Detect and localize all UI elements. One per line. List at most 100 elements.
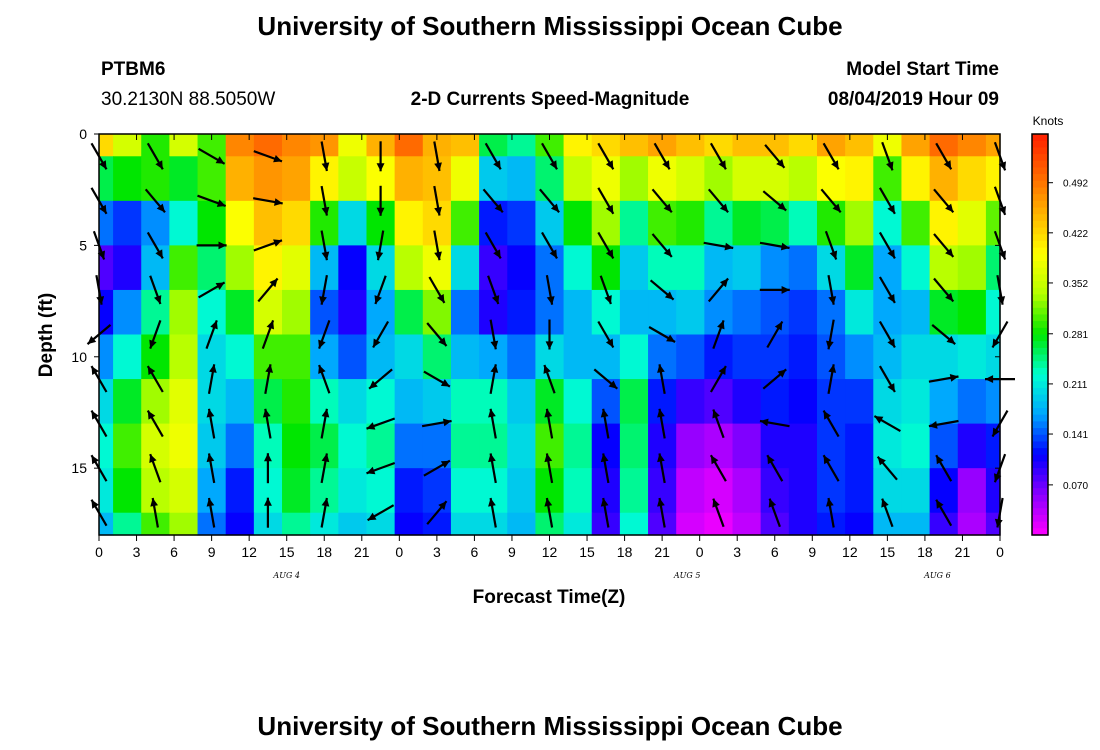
heatmap-cell [845, 512, 874, 536]
current-arrow [759, 241, 790, 251]
heatmap-cell [957, 423, 987, 469]
heatmap-cell [788, 200, 818, 246]
heatmap-cell [816, 200, 846, 246]
colorbar-tick-label: 0.352 [1063, 279, 1088, 290]
heatmap-cell [450, 245, 480, 291]
heatmap-cell [873, 468, 903, 514]
colorbar-tick-label: 0.211 [1063, 380, 1088, 391]
current-arrow [489, 319, 499, 350]
heatmap-cell [788, 289, 818, 336]
colorbar-segment [1032, 401, 1048, 409]
current-arrow [423, 370, 451, 388]
current-arrow [206, 497, 216, 528]
heatmap-cell [394, 468, 424, 514]
heatmap-cell [479, 379, 508, 425]
current-arrow [262, 408, 272, 439]
heatmap-cell [760, 379, 790, 425]
colorbar-segment [1032, 281, 1048, 289]
heatmap-cell [619, 468, 649, 514]
heatmap-cell [99, 134, 114, 157]
current-arrow [146, 142, 164, 170]
heatmap-cell [957, 512, 987, 536]
current-arrow [600, 497, 610, 528]
colorbar-segment [1032, 521, 1048, 529]
heatmap-cell [957, 468, 987, 514]
station-coords: 30.2130N 88.5050W [101, 89, 275, 110]
x-tick-label: 9 [808, 544, 816, 560]
colorbar-tick-label: 0.422 [1063, 229, 1088, 240]
heatmap-cell [929, 379, 959, 425]
current-arrow [372, 320, 390, 349]
colorbar-segment [1032, 301, 1048, 309]
current-arrow [600, 453, 610, 484]
heatmap-cell [929, 245, 959, 291]
current-arrow [657, 364, 666, 394]
heatmap-cell [619, 200, 649, 246]
heatmap-cell [450, 468, 480, 514]
current-arrow [206, 453, 216, 484]
x-tick-label: 6 [170, 544, 178, 560]
heatmap-cell [704, 468, 734, 514]
heatmap-cell [310, 334, 339, 380]
heatmap-cell [99, 423, 114, 469]
current-arrow [544, 453, 554, 484]
colorbar-segment [1032, 260, 1048, 269]
current-arrow [421, 418, 452, 428]
heatmap-cell [901, 379, 931, 425]
heatmap-cell [760, 245, 790, 291]
colorbar-segment [1032, 341, 1048, 349]
colorbar-segment [1032, 394, 1048, 402]
heatmap-cell [507, 512, 537, 536]
current-arrow [599, 275, 612, 305]
current-arrow [703, 241, 734, 251]
heatmap-cell [394, 423, 424, 469]
colorbar-tick-label: 0.492 [1063, 179, 1088, 190]
heatmap-cell [845, 423, 874, 469]
current-arrow [319, 275, 328, 305]
colorbar-segment [1032, 414, 1048, 422]
heatmap-cell [253, 134, 283, 157]
current-arrow [149, 275, 162, 305]
current-arrow [426, 322, 448, 347]
heatmap-cell [141, 289, 170, 336]
heatmap-cell [507, 379, 537, 425]
heatmap-cell [535, 245, 565, 291]
current-arrow [935, 499, 953, 527]
heatmap-cell [591, 134, 621, 157]
current-arrow [318, 364, 331, 394]
heatmap-cell [169, 423, 199, 469]
heatmap-cell [873, 334, 903, 380]
current-arrow [597, 187, 615, 215]
heatmap-cell [873, 200, 903, 246]
current-arrow [198, 147, 226, 165]
colorbar-segment [1032, 134, 1048, 142]
current-arrow [545, 319, 554, 350]
heatmap-cell [985, 512, 1001, 536]
current-arrow [488, 497, 497, 528]
x-tick-label: 0 [95, 544, 103, 560]
current-arrow [657, 408, 666, 439]
colorbar-frame [1031, 133, 1049, 536]
heatmap-cell [479, 512, 508, 536]
heatmap-cell [282, 334, 311, 380]
heatmap-cell [394, 134, 424, 157]
heatmap-cell [929, 156, 959, 202]
heatmap-cell [619, 423, 649, 469]
heatmap-cell [929, 423, 959, 469]
heatmap-cell [422, 334, 452, 380]
heatmap-cell [479, 134, 508, 157]
heatmap-cell [366, 289, 396, 336]
colorbar-tick-label: 0.141 [1063, 430, 1088, 441]
heatmap-cell [366, 334, 396, 380]
heatmap-cell [113, 200, 142, 246]
heatmap-cell [732, 156, 762, 202]
x-tick-label: 18 [617, 544, 633, 560]
current-arrow [878, 320, 896, 349]
heatmap-cell [845, 334, 874, 380]
current-arrow [144, 188, 166, 214]
current-arrow [935, 454, 953, 482]
heatmap-cell [591, 289, 621, 336]
heatmap-cell [99, 379, 114, 425]
current-arrow [820, 188, 842, 214]
current-arrow [253, 150, 283, 163]
